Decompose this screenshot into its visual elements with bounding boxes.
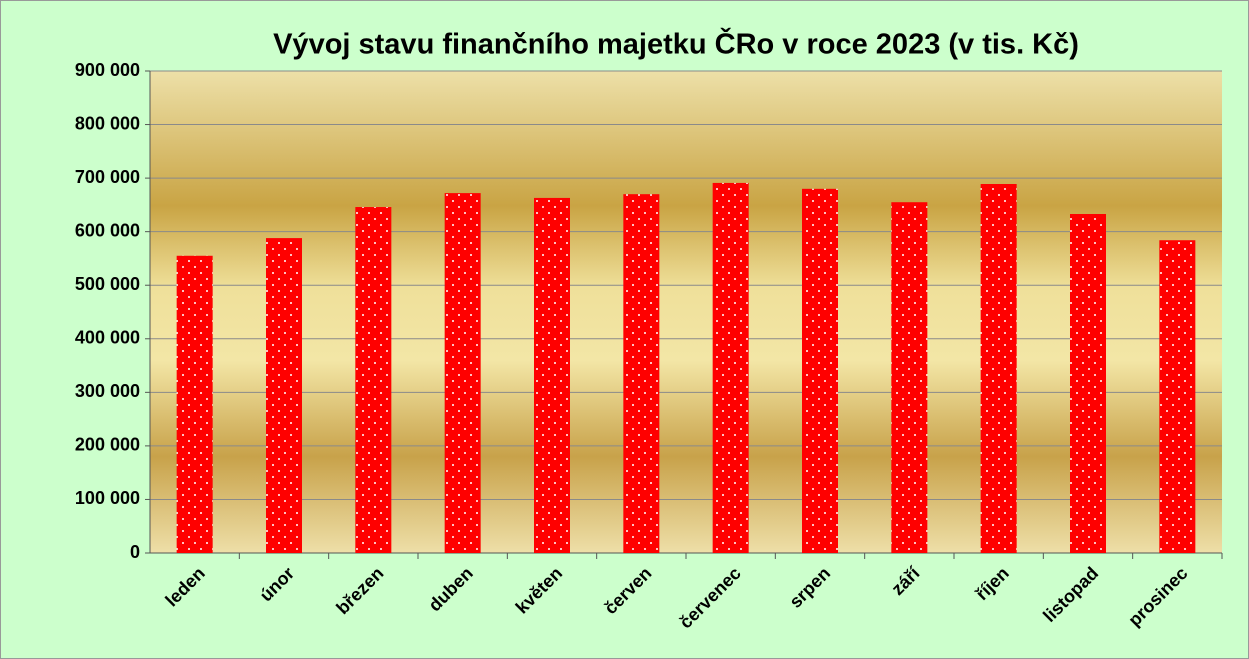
bar — [266, 238, 302, 554]
bar — [534, 197, 570, 553]
y-tick-label: 300 000 — [75, 381, 140, 401]
y-tick-label: 600 000 — [75, 220, 140, 240]
bar — [1159, 240, 1196, 554]
bar — [176, 255, 213, 553]
chart-title: Vývoj stavu finančního majetku ČRo v roc… — [273, 27, 1079, 61]
bar — [623, 194, 660, 553]
bar — [444, 193, 481, 553]
bar — [891, 202, 928, 553]
y-tick-label: 200 000 — [75, 435, 140, 455]
y-tick-label: 0 — [130, 542, 140, 562]
bar — [712, 182, 749, 554]
y-tick-label: 500 000 — [75, 274, 140, 294]
y-tick-label: 800 000 — [75, 113, 140, 133]
plot-area — [150, 71, 1222, 553]
y-tick-label: 400 000 — [75, 328, 140, 348]
bar — [355, 207, 392, 553]
y-tick-label: 900 000 — [75, 60, 140, 80]
bar — [802, 188, 838, 554]
y-tick-label: 100 000 — [75, 488, 140, 508]
y-tick-label: 700 000 — [75, 167, 140, 187]
bar — [980, 184, 1017, 553]
bar — [1070, 213, 1106, 553]
